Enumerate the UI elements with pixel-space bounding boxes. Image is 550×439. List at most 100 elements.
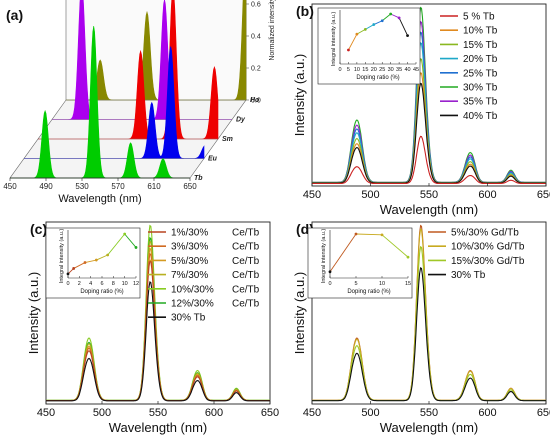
- z-tick-label: 0.4: [251, 34, 261, 41]
- x-tick-label: 450: [37, 407, 55, 419]
- legend-entry: 30% Tb: [451, 270, 486, 281]
- inset-x-tick-label: 40: [404, 67, 410, 73]
- inset-point: [363, 27, 367, 31]
- legend: 1%/30% Ce/Tb 3%/30% Ce/Tb 5%/30% Ce/Tb 7%/30% C…: [148, 228, 260, 324]
- x-tick-label: 650: [183, 182, 197, 191]
- x-tick-label: 500: [361, 189, 379, 201]
- inset-x-tick-label: 4: [89, 281, 92, 287]
- legend-entry: 40% Tb: [463, 111, 498, 122]
- x-tick-label: 490: [39, 182, 53, 191]
- legend-entry-suffix: Ce/Tb: [232, 228, 260, 239]
- inset-x-tick-label: 12: [133, 281, 139, 287]
- legend-entry-suffix: Ce/Tb: [232, 299, 260, 310]
- inset-point: [355, 32, 359, 36]
- y-axis-label: Intensity (a.u.): [292, 272, 307, 354]
- inset-x-tick-label: 5: [347, 67, 350, 73]
- legend: 5%/30% Gd/Tb 10%/30% Gd/Tb 15%/30% Gd/Tb 30…: [428, 228, 525, 281]
- inset-line-segment: [329, 233, 357, 273]
- inset-line-segment: [107, 233, 126, 256]
- legend-entry: 5 % Tb: [463, 12, 495, 23]
- x-tick-label: 650: [537, 407, 550, 419]
- layer-label-sm: Sm: [222, 136, 233, 143]
- inset-x-tick-label: 10: [379, 281, 385, 287]
- x-tick-label: 530: [75, 182, 89, 191]
- x-tick-label: 550: [420, 189, 438, 201]
- inset-x-tick-label: 20: [371, 67, 377, 73]
- x-axis-label: Wavelength (nm): [380, 202, 479, 217]
- inset-point: [72, 267, 76, 270]
- legend-entry: 10%/30% Gd/Tb: [451, 242, 525, 253]
- inset-line-segment: [84, 259, 97, 263]
- inset-point: [354, 232, 358, 236]
- inset-point: [123, 232, 127, 236]
- inset-line-segment: [373, 20, 383, 25]
- inset-line-segment: [381, 13, 391, 22]
- panel-label: (b): [296, 3, 314, 19]
- x-axis-label: Wavelength (nm): [109, 420, 208, 435]
- z-axis-label: Normalized intensity (a.u.): [269, 0, 276, 61]
- inset-line-segment: [73, 262, 86, 269]
- inset-point: [328, 270, 332, 274]
- legend-entry-suffix: Ce/Tb: [232, 242, 260, 253]
- legend-entry: 12%/30%: [171, 299, 214, 310]
- legend-entry-suffix: Ce/Tb: [232, 270, 260, 281]
- inset-frame: [45, 227, 141, 299]
- z-tick-label: 0.6: [251, 2, 261, 9]
- inset-line-segment: [390, 13, 400, 19]
- panel-d: 450 500 550 600 650 Wavelength (nm) Intensity …: [292, 221, 550, 435]
- legend-entry: 15% Tb: [463, 40, 498, 51]
- x-tick-label: 600: [478, 407, 496, 419]
- legend-entry-suffix: Ce/Tb: [232, 284, 260, 295]
- inset-y-label: Integral intensity (a.u.): [331, 12, 337, 67]
- spectrum-line: [46, 281, 270, 402]
- legend-entry: 5%/30% Gd/Tb: [451, 228, 519, 239]
- inset-point: [380, 19, 384, 23]
- legend-entry: 20% Tb: [463, 54, 498, 65]
- inset-x-tick-label: 35: [396, 67, 402, 73]
- inset-x-tick-label: 6: [100, 281, 103, 287]
- inset-line-segment: [96, 254, 108, 261]
- z-tick-label: 0.2: [251, 66, 261, 73]
- inset-point: [372, 23, 376, 26]
- panel-c: 450 500 550 600 650 Wavelength (nm) Intensity …: [26, 221, 279, 435]
- inset-x-tick-label: 45: [413, 67, 419, 73]
- inset-x-tick-label: 2: [78, 281, 81, 287]
- x-axis-label: Wavelength (nm): [380, 420, 479, 435]
- inset-point: [397, 16, 401, 20]
- legend-entry: 30% Tb: [171, 313, 206, 324]
- inset-point: [406, 34, 409, 37]
- inset-point: [83, 261, 87, 264]
- y-axis-label: Intensity (a.u.): [292, 54, 307, 136]
- inset-line-segment: [124, 233, 137, 248]
- x-tick-label: 450: [303, 189, 321, 201]
- legend-entry-suffix: Ce/Tb: [232, 256, 260, 267]
- inset-frame: [317, 7, 421, 85]
- x-tick-label: 550: [149, 407, 167, 419]
- inset-chart: 0 5 10 15 20 25 30 35 40 45 Doping ratio (%) Integr…: [317, 7, 421, 85]
- inset-x-label: Doping ratio (%): [356, 75, 399, 81]
- inset-x-label: Doping ratio (%): [347, 289, 390, 295]
- panel-label: (a): [6, 7, 23, 23]
- y-axis-label: Intensity (a.u.): [26, 272, 41, 354]
- inset-chart: 0 5 10 15 Doping ratio (%) Integral intensity…: [307, 227, 413, 299]
- spectrum-line: [312, 135, 546, 185]
- layer-label-eu: Eu: [208, 156, 218, 163]
- z-tick-label: 0.0: [251, 98, 261, 105]
- x-tick-label: 450: [303, 407, 321, 419]
- x-tick-label: 600: [205, 407, 223, 419]
- legend-entry: 7%/30%: [171, 270, 208, 281]
- inset-x-tick-label: 15: [362, 67, 368, 73]
- layer-label-tb: Tb: [194, 175, 203, 182]
- inset-x-tick-label: 0: [66, 281, 69, 287]
- inset-x-tick-label: 25: [379, 67, 385, 73]
- inset-x-tick-label: 5: [354, 281, 357, 287]
- legend-entry: 30% Tb: [463, 83, 498, 94]
- inset-x-tick-label: 0: [328, 281, 331, 287]
- layer-label-ho: Ho: [250, 97, 260, 104]
- inset-line-segment: [348, 33, 358, 51]
- inset-point: [380, 233, 384, 237]
- x-tick-label: 650: [537, 189, 550, 201]
- inset-y-label: Integral intensity (a.u.): [59, 229, 65, 284]
- x-tick-label: 450: [3, 182, 17, 191]
